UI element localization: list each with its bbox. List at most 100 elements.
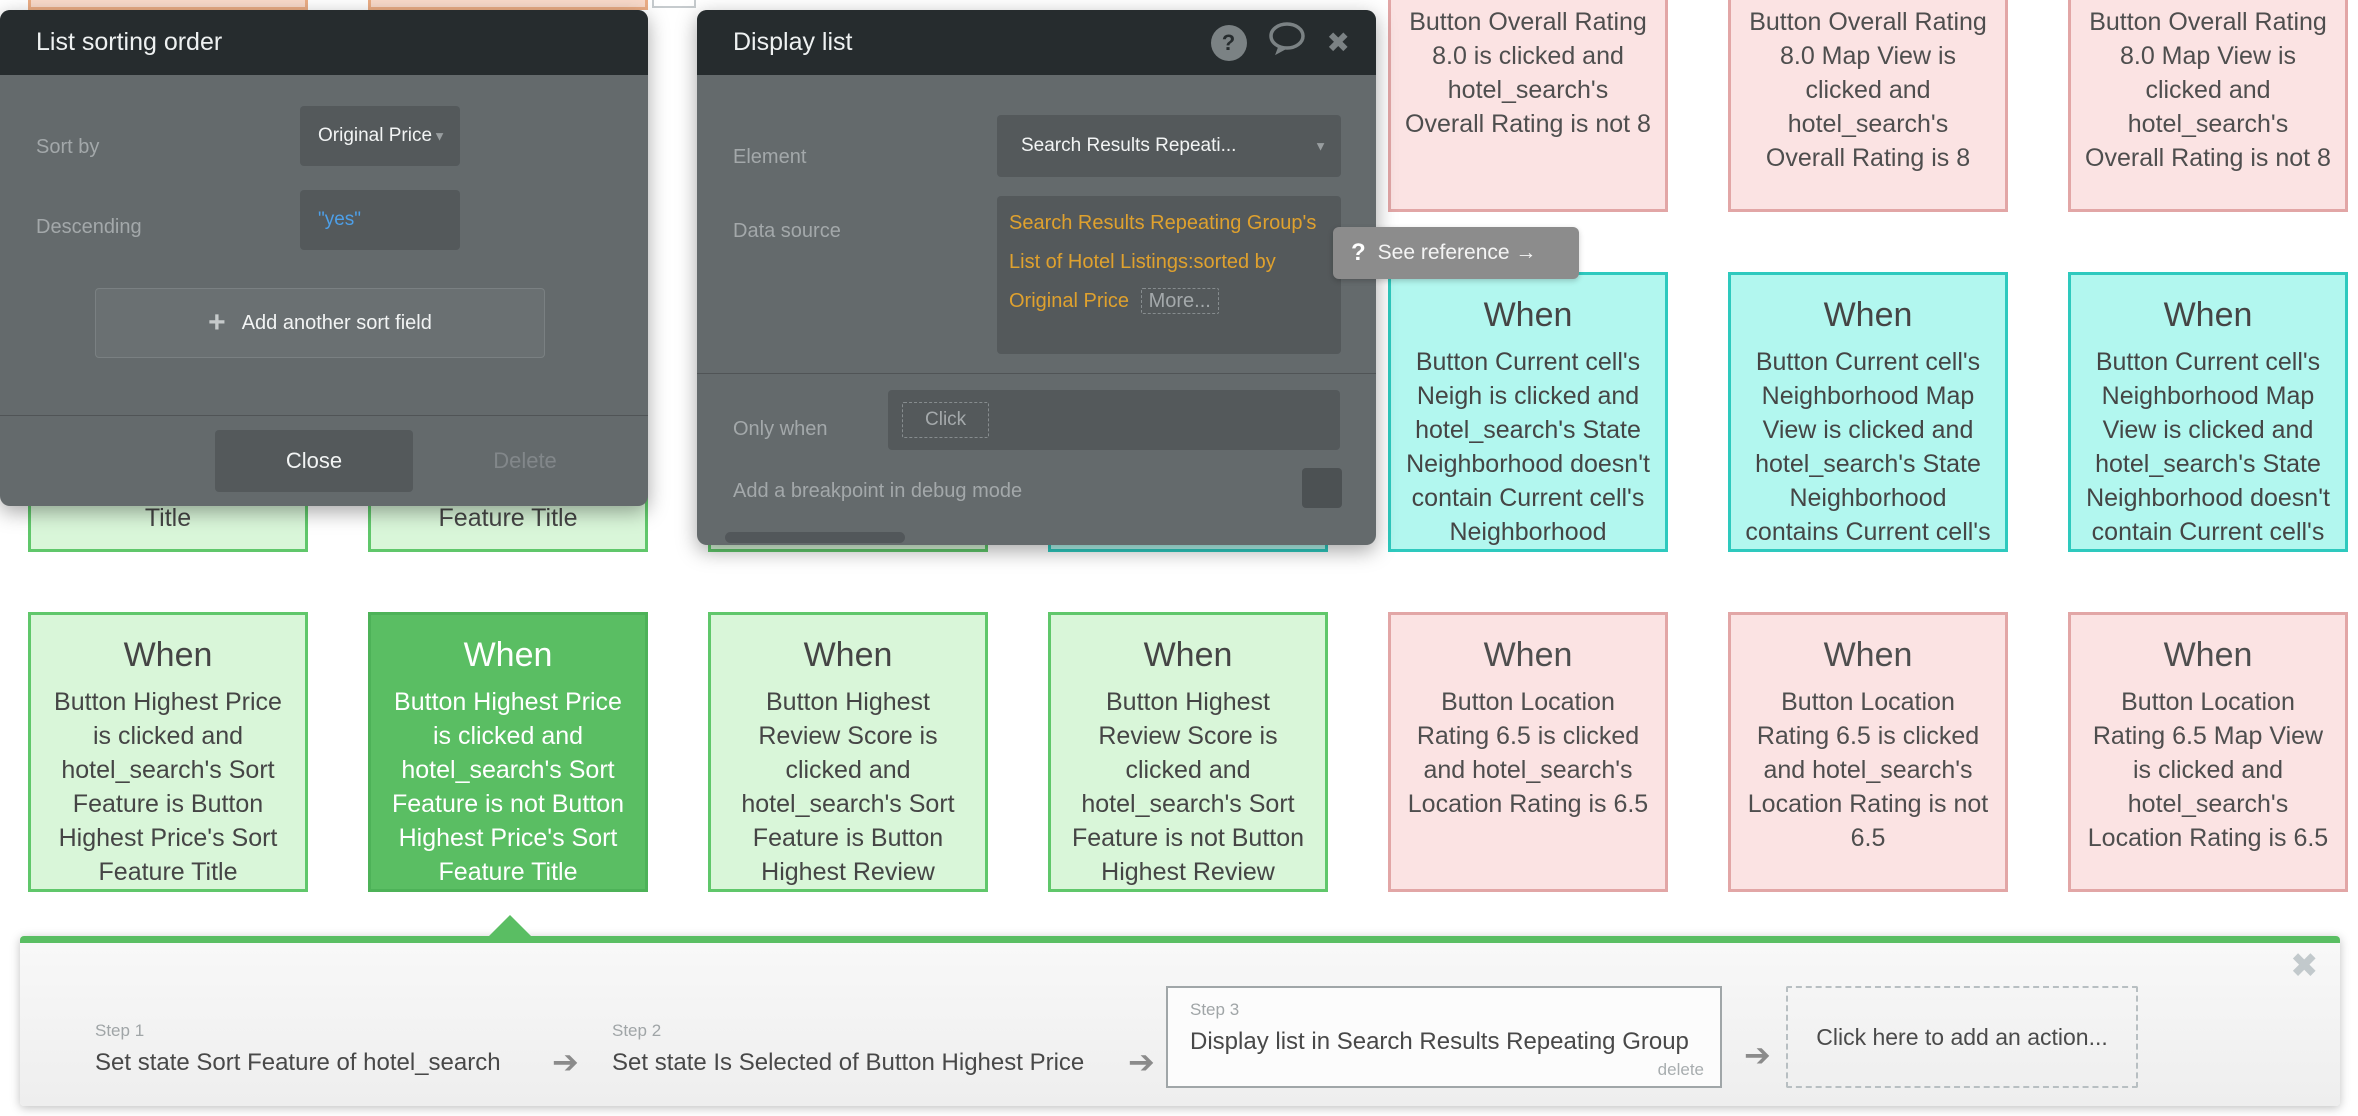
delete-step-link[interactable]: delete bbox=[1657, 1060, 1704, 1079]
data-source-expression: Search Results Repeating Group's List of… bbox=[1009, 212, 1317, 312]
card-when-heading: When bbox=[463, 636, 553, 674]
panel-section-divider bbox=[697, 373, 1376, 374]
when-card[interactable]: When Button Current cell's Neigh is clic… bbox=[1388, 272, 1668, 552]
list-sorting-order-panel: List sorting order Sort by Original Pric… bbox=[0, 10, 648, 506]
element-value: Search Results Repeati... bbox=[1021, 135, 1237, 156]
when-card[interactable]: When Button Location Rating 6.5 is click… bbox=[1388, 612, 1668, 892]
descending-label: Descending bbox=[36, 216, 142, 238]
action-bar-close-icon[interactable]: ✖ bbox=[2290, 947, 2319, 985]
when-card-selected[interactable]: When Button Highest Price is clicked and… bbox=[368, 612, 648, 892]
chevron-down-icon: ▼ bbox=[433, 128, 446, 144]
chevron-down-icon: ▼ bbox=[1314, 138, 1327, 154]
card-condition-text: Button Overall Rating 8.0 Map View is cl… bbox=[2085, 8, 2331, 172]
card-condition-text: Button Location Rating 6.5 is clicked an… bbox=[1747, 688, 1989, 852]
add-sort-field-label: Add another sort field bbox=[241, 311, 432, 334]
card-condition-text: Button Current cell's Neighborhood Map V… bbox=[2086, 348, 2330, 546]
sort-by-dropdown[interactable]: Original Price ▼ bbox=[300, 106, 460, 166]
more-link[interactable]: More... bbox=[1140, 288, 1219, 314]
card-condition-text: Button Highest Price is clicked and hote… bbox=[54, 688, 282, 886]
card-condition-text: Feature Title bbox=[438, 504, 578, 532]
step-arrow-icon: ➔ bbox=[1744, 1037, 1771, 1073]
card-when-heading: When bbox=[1823, 636, 1913, 674]
partial-card-top-left[interactable] bbox=[28, 0, 308, 10]
delete-button[interactable]: Delete bbox=[460, 430, 590, 492]
element-label: Element bbox=[733, 146, 807, 168]
card-condition-text: Button Overall Rating 8.0 is clicked and… bbox=[1405, 8, 1651, 138]
step-label: Step 3 bbox=[1190, 1000, 1240, 1019]
when-card[interactable]: When Button Location Rating 6.5 Map View… bbox=[2068, 612, 2348, 892]
when-card[interactable]: When Button Current cell's Neighborhood … bbox=[1728, 272, 2008, 552]
card-when-heading: When bbox=[1483, 296, 1573, 334]
close-icon[interactable]: ✖ bbox=[1326, 26, 1350, 58]
data-source-field[interactable]: Search Results Repeating Group's List of… bbox=[997, 196, 1341, 354]
card-when-heading: When bbox=[123, 636, 213, 674]
when-card[interactable]: When Button Highest Price is clicked and… bbox=[28, 612, 308, 892]
step-2[interactable]: Step 2 Set state Is Selected of Button H… bbox=[612, 1021, 1084, 1077]
only-when-label: Only when bbox=[733, 418, 828, 440]
when-card[interactable]: Button Overall Rating 8.0 Map View is cl… bbox=[1728, 0, 2008, 212]
card-condition-text: Button Highest Review Score is clicked a… bbox=[1071, 688, 1305, 886]
sort-by-label: Sort by bbox=[36, 136, 100, 158]
card-when-heading: When bbox=[803, 636, 893, 674]
partial-card-top-gap bbox=[652, 0, 696, 8]
step-arrow-icon: ➔ bbox=[552, 1044, 579, 1080]
step-1[interactable]: Step 1 Set state Sort Feature of hotel_s… bbox=[95, 1021, 501, 1077]
step-title: Set state Sort Feature of hotel_search bbox=[95, 1049, 501, 1076]
descending-value: "yes" bbox=[318, 209, 362, 230]
selected-card-pointer bbox=[488, 915, 532, 937]
data-source-label: Data source bbox=[733, 220, 841, 242]
panel-title-text: Display list bbox=[733, 28, 853, 56]
card-when-heading: When bbox=[1483, 636, 1573, 674]
descending-value-field[interactable]: "yes" bbox=[300, 190, 460, 250]
when-card[interactable]: Button Overall Rating 8.0 Map View is cl… bbox=[2068, 0, 2348, 212]
when-card[interactable]: Button Overall Rating 8.0 is clicked and… bbox=[1388, 0, 1668, 212]
close-button[interactable]: Close bbox=[215, 430, 413, 492]
sort-by-value: Original Price bbox=[318, 125, 433, 146]
when-card[interactable]: When Button Location Rating 6.5 is click… bbox=[1728, 612, 2008, 892]
step-3-selected[interactable]: Step 3 Display list in Search Results Re… bbox=[1166, 986, 1722, 1088]
step-arrow-icon: ➔ bbox=[1128, 1044, 1155, 1080]
only-when-field[interactable]: Click bbox=[888, 390, 1340, 450]
only-when-placeholder: Click bbox=[902, 402, 990, 438]
card-when-heading: When bbox=[1823, 296, 1913, 334]
partial-card-top-second[interactable] bbox=[368, 0, 648, 10]
see-reference-button[interactable]: ? See reference → bbox=[1333, 227, 1579, 279]
step-label: Step 2 bbox=[612, 1021, 662, 1040]
card-condition-text: Button Highest Price is clicked and hote… bbox=[391, 688, 625, 886]
step-title: Display list in Search Results Repeating… bbox=[1190, 1028, 1689, 1055]
when-card[interactable]: When Button Highest Review Score is clic… bbox=[708, 612, 988, 892]
comment-icon[interactable] bbox=[1267, 21, 1307, 64]
card-condition-text: Title bbox=[144, 504, 192, 532]
card-condition-text: Button Overall Rating 8.0 Map View is cl… bbox=[1749, 8, 1987, 172]
when-card[interactable]: When Button Highest Review Score is clic… bbox=[1048, 612, 1328, 892]
step-title: Set state Is Selected of Button Highest … bbox=[612, 1049, 1085, 1076]
card-when-heading: When bbox=[2163, 296, 2253, 334]
question-icon: ? bbox=[1351, 239, 1366, 266]
card-when-heading: When bbox=[1143, 636, 1233, 674]
close-button-label: Close bbox=[285, 448, 343, 473]
panel-title: List sorting order bbox=[0, 10, 648, 75]
panel-title: Display list ? ✖ bbox=[697, 10, 1376, 75]
panel-title-text: List sorting order bbox=[36, 28, 223, 56]
breakpoint-checkbox[interactable] bbox=[1302, 468, 1342, 508]
step-label: Step 1 bbox=[95, 1021, 145, 1040]
horizontal-scrollbar[interactable] bbox=[725, 532, 905, 543]
card-when-heading: When bbox=[2163, 636, 2253, 674]
add-action-button[interactable]: Click here to add an action... bbox=[1786, 986, 2138, 1088]
see-reference-label: See reference → bbox=[1377, 241, 1537, 264]
card-condition-text: Button Highest Review Score is clicked a… bbox=[741, 688, 955, 886]
breakpoint-label: Add a breakpoint in debug mode bbox=[733, 480, 1023, 502]
card-condition-text: Button Location Rating 6.5 is clicked an… bbox=[1407, 688, 1649, 818]
when-card[interactable]: When Button Current cell's Neighborhood … bbox=[2068, 272, 2348, 552]
card-condition-text: Button Current cell's Neighborhood Map V… bbox=[1745, 348, 1991, 546]
panel-footer-divider bbox=[0, 415, 648, 416]
add-sort-field-button[interactable]: + Add another sort field bbox=[95, 288, 545, 358]
plus-icon: + bbox=[208, 306, 226, 339]
element-dropdown[interactable]: Search Results Repeati... ▼ bbox=[997, 115, 1341, 177]
delete-button-label: Delete bbox=[493, 448, 557, 473]
display-list-panel: Display list ? ✖ Element Search Results … bbox=[697, 10, 1376, 545]
card-condition-text: Button Location Rating 6.5 Map View is c… bbox=[2087, 688, 2329, 852]
add-action-label: Click here to add an action... bbox=[1816, 1023, 2108, 1050]
card-condition-text: Button Current cell's Neigh is clicked a… bbox=[1406, 348, 1650, 546]
help-icon[interactable]: ? bbox=[1210, 24, 1247, 61]
